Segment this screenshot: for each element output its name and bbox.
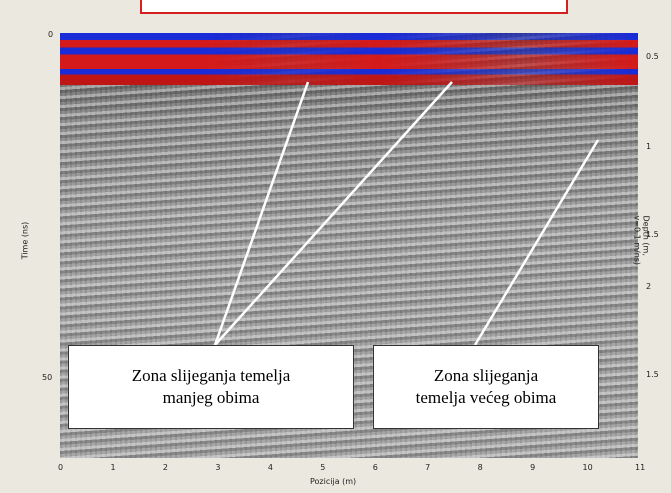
y2-tick-label: 1.5 — [646, 370, 659, 379]
radargram-top-bands — [60, 33, 638, 123]
x-tick-label: 9 — [530, 463, 536, 472]
x-tick-label: 10 — [582, 463, 593, 472]
y-axis-title: Time (ns) — [20, 221, 30, 260]
x-tick-label: 2 — [162, 463, 168, 472]
x-axis-title: Pozicija (m) — [310, 477, 357, 486]
pointer-line — [214, 81, 453, 346]
annotation-text: Zona slijeganja temelja — [131, 366, 291, 385]
y-tick-label: 0 — [48, 30, 54, 39]
x-tick-label: 0 — [58, 463, 64, 472]
x-tick-label: 3 — [215, 463, 221, 472]
x-tick-label: 7 — [425, 463, 431, 472]
annotation-text: temelja većeg obima — [415, 388, 557, 407]
title-frame — [140, 0, 568, 14]
y2-tick-label: 1 — [646, 142, 652, 151]
x-tick-label: 4 — [267, 463, 273, 472]
pointer-line — [213, 81, 310, 346]
y2-tick-label: 2 — [646, 282, 652, 291]
x-tick-label: 8 — [477, 463, 483, 472]
x-tick-label: 5 — [320, 463, 326, 472]
y2-tick-label: 0.5 — [646, 52, 659, 61]
annotation-box: Zona slijeganja temelja manjeg obima — [68, 345, 354, 429]
x-tick-label: 6 — [372, 463, 378, 472]
pointer-line — [473, 139, 600, 346]
y-tick-label: 50 — [42, 373, 53, 382]
annotation-text: Zona slijeganja — [433, 366, 539, 385]
annotation-text: manjeg obima — [162, 388, 260, 407]
x-tick-label: 11 — [635, 463, 646, 472]
y2-tick-label: 1.5 — [646, 230, 659, 239]
x-tick-label: 1 — [110, 463, 116, 472]
y2-axis-title: Depth (m, v=0.1 m/ns) — [632, 215, 651, 266]
annotation-box: Zona slijeganja temelja većeg obima — [373, 345, 599, 429]
